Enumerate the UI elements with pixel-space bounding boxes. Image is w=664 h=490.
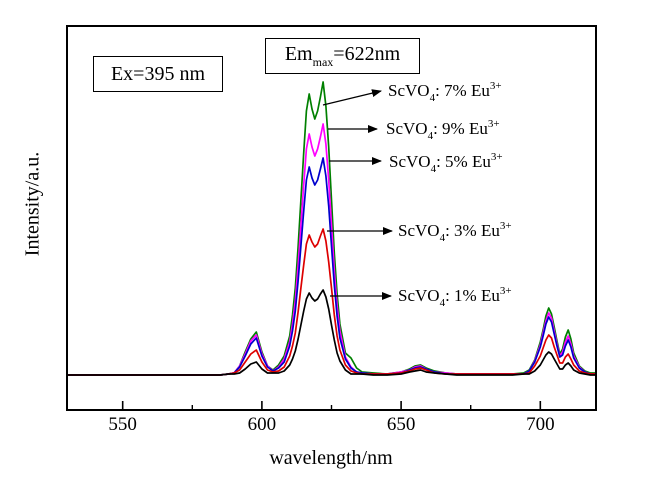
series-curve-scvo4-1-eu3: [66, 289, 597, 376]
series-label-part: : 5% Eu: [436, 152, 491, 171]
series-label-scvo4-9-eu3: ScVO4: 9% Eu3+: [386, 118, 500, 142]
series-label-part: 4: [430, 163, 437, 175]
series-label-part: 4: [439, 297, 446, 309]
series-curve-scvo4-3-eu3: [66, 228, 597, 376]
axes-layer: [66, 25, 597, 411]
series-label-part: 4: [439, 232, 446, 244]
series-label-part: 3+: [499, 285, 512, 297]
series-curve-scvo4-5-eu3: [66, 157, 597, 376]
y-axis-title: Intensity/a.u.: [21, 151, 44, 257]
series-label-part: : 9% Eu: [433, 119, 488, 138]
annotation-arrow-scvo4-7-eu3: [322, 89, 382, 106]
series-label-part: ScVO: [386, 119, 428, 138]
series-label-scvo4-5-eu3: ScVO4: 5% Eu3+: [389, 151, 503, 175]
series-label-part: 4: [427, 130, 434, 142]
series-label-part: ScVO: [398, 221, 440, 240]
series-label-part: ScVO: [398, 286, 440, 305]
curves-layer: [66, 81, 597, 376]
series-label-part: : 7% Eu: [435, 81, 490, 100]
emission-max-text: Emmax=622nm: [284, 42, 401, 69]
series-label-part: 4: [429, 92, 436, 104]
x-tick-label: 600: [247, 414, 277, 435]
series-label-part: 3+: [490, 151, 503, 163]
x-tick-label: 700: [526, 414, 555, 435]
series-label-part: 3+: [489, 80, 502, 92]
x-tick-label: 550: [108, 414, 137, 435]
x-axis-title: wavelength/nm: [269, 447, 393, 469]
excitation-text: Ex=395 nm: [110, 62, 206, 85]
series-label-scvo4-7-eu3: ScVO4: 7% Eu3+: [388, 80, 502, 104]
series-label-part: 3+: [499, 220, 512, 232]
x-tick-label: 650: [386, 414, 416, 435]
series-label-part: ScVO: [388, 81, 430, 100]
excitation-annotation-box: Ex=395 nm: [93, 56, 223, 92]
series-label-part: : 3% Eu: [445, 221, 500, 240]
series-label-part: 3+: [487, 118, 500, 130]
series-label-part: : 1% Eu: [445, 286, 500, 305]
emission-max-annotation-box: Emmax=622nm: [265, 38, 420, 74]
annotation-arrows-layer: [322, 89, 393, 300]
series-label-part: ScVO: [389, 152, 431, 171]
series-label-scvo4-3-eu3: ScVO4: 3% Eu3+: [398, 220, 512, 244]
series-label-scvo4-1-eu3: ScVO4: 1% Eu3+: [398, 285, 512, 309]
